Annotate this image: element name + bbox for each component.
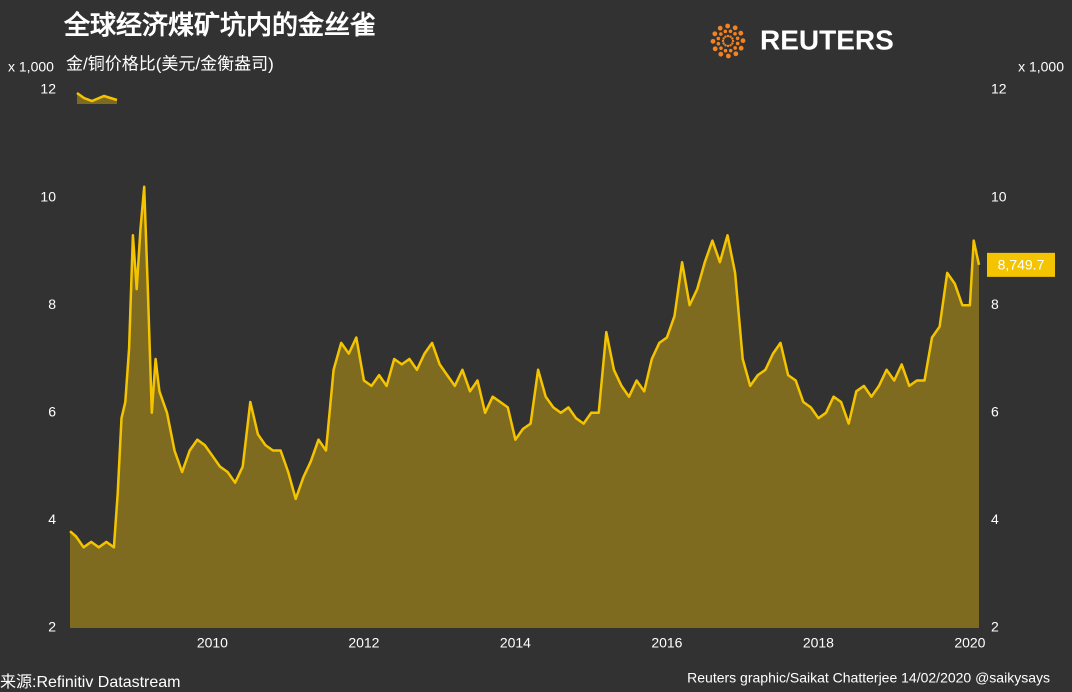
logo-dot (722, 42, 725, 45)
logo-dot (721, 39, 725, 43)
logo-dot (719, 46, 723, 50)
logo-dot (726, 44, 730, 48)
logo-dot (732, 25, 738, 31)
logo-dot (740, 38, 746, 44)
source: 来源:Refinitiv Datastream (0, 673, 181, 691)
value-label: 8,749.7 (998, 257, 1045, 273)
x-tick-label: 2014 (500, 635, 531, 651)
y-tick-label: 10 (40, 188, 56, 204)
x-tick-label: 2012 (348, 635, 379, 651)
logo-dot (724, 44, 727, 47)
logo-dot (717, 25, 723, 31)
logo-dot (738, 45, 744, 51)
y2-unit: x 1,000 (1018, 59, 1064, 75)
logo-dot (731, 42, 734, 45)
y-tick-label: 4 (48, 511, 56, 527)
credit: Reuters graphic/Saikat Chatterjee 14/02/… (687, 670, 1050, 686)
logo-dot (725, 23, 731, 29)
x-tick-label: 2018 (803, 635, 834, 651)
logo-dot (731, 37, 734, 40)
y2-tick-label: 8 (991, 296, 999, 312)
logo-dot (731, 39, 735, 43)
logo-dot (733, 51, 739, 57)
logo-dot (729, 35, 732, 38)
logo-dot (722, 37, 725, 40)
logo-dot (712, 46, 718, 52)
logo-mark (710, 23, 746, 59)
x-tick-label: 2020 (954, 635, 985, 651)
chart-subtitle: 金/铜价格比(美元/金衡盎司) (66, 54, 274, 73)
y2-tick-label: 2 (991, 619, 999, 635)
y2-tick-label: 12 (991, 81, 1007, 97)
y-tick-label: 8 (48, 296, 56, 312)
y-tick-label: 12 (40, 81, 56, 97)
logo-dot (726, 34, 730, 38)
y-tick-label: 2 (48, 619, 56, 635)
logo-dot (724, 35, 727, 38)
legend-line (76, 91, 118, 103)
y-tick-label: 6 (48, 404, 56, 420)
logo-dot (716, 36, 721, 41)
value-label-box (987, 252, 1055, 277)
x-tick-label: 2016 (651, 635, 682, 651)
logo-dot (725, 53, 731, 59)
y2-tick-label: 10 (991, 188, 1007, 204)
x-tick-label: 2010 (197, 635, 228, 651)
logo-dot (718, 51, 724, 57)
logo-dot (738, 30, 744, 36)
logo-dot (710, 38, 716, 44)
area (70, 186, 979, 629)
logo-text: REUTERS (760, 24, 894, 55)
logo-dot (716, 41, 721, 46)
logo-dot (723, 29, 728, 34)
logo-dot (712, 31, 718, 37)
logo-dot (735, 36, 740, 41)
logo-dot (729, 44, 732, 47)
logo-dot (733, 32, 737, 36)
logo-dot (728, 48, 733, 53)
legend-swatch (77, 93, 117, 104)
line (69, 185, 981, 549)
logo-dot (733, 46, 737, 50)
y2-tick-label: 6 (991, 404, 999, 420)
logo-dot (728, 29, 733, 34)
y-unit: x 1,000 (8, 59, 54, 75)
chart-title: 全球经济煤矿坑内的金丝雀 (63, 10, 376, 40)
logo-dot (723, 48, 728, 53)
y2-tick-label: 4 (991, 511, 999, 527)
logo-dot (719, 32, 723, 36)
logo-dot (735, 41, 740, 46)
